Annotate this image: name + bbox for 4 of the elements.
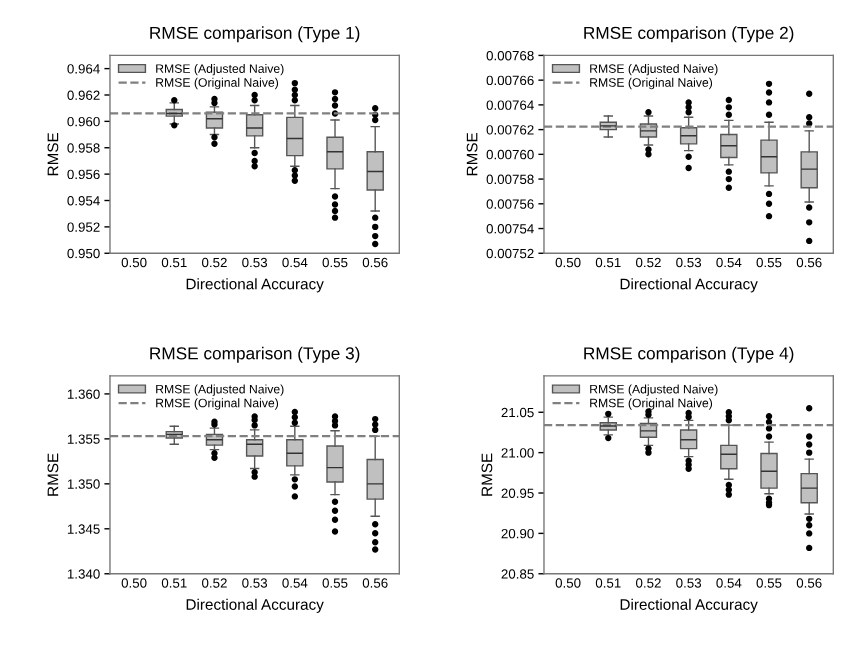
chart-title: RMSE comparison (Type 1) [150,26,360,43]
chart-title: RMSE comparison (Type 3) [150,346,360,363]
chart-title: RMSE comparison (Type 2) [584,26,794,43]
chart-title: RMSE comparison (Type 4) [584,346,794,363]
